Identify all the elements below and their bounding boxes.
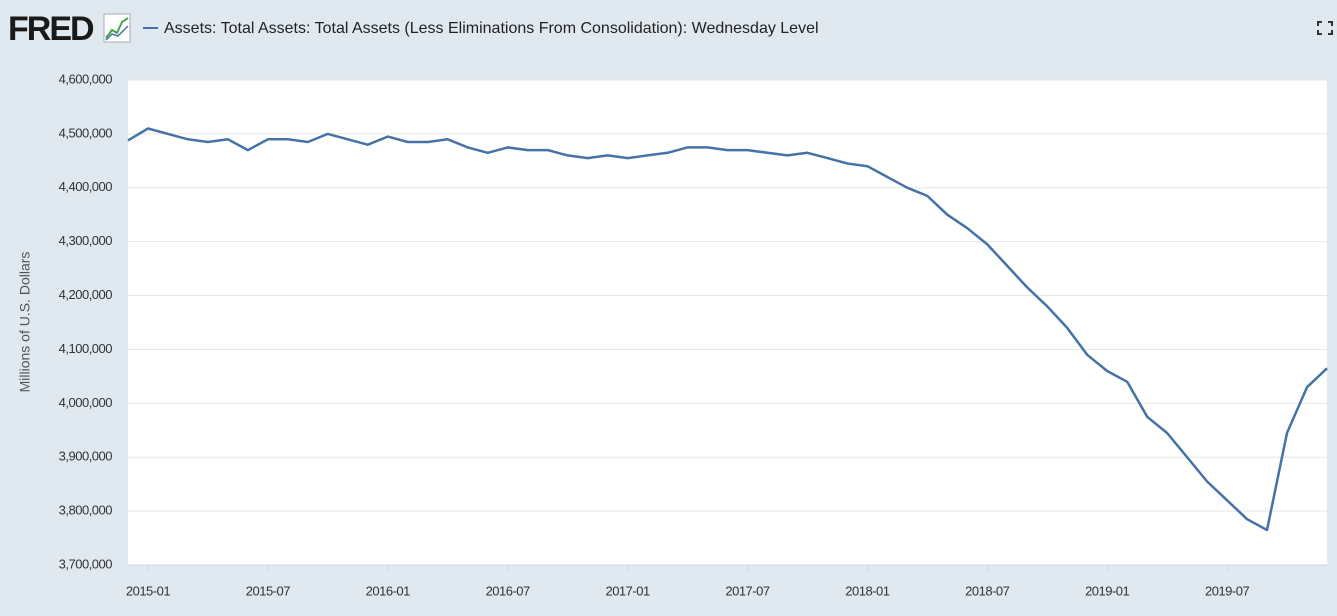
y-tick-label: 4,100,000 (59, 341, 113, 356)
x-tick-label: 2018-07 (965, 583, 1009, 598)
x-tick-label: 2019-01 (1085, 583, 1129, 598)
y-tick-label: 4,600,000 (59, 71, 113, 86)
x-tick-label: 2017-01 (605, 583, 649, 598)
x-tick-label: 2019-07 (1205, 583, 1249, 598)
y-tick-label: 3,700,000 (59, 556, 113, 571)
legend-label: Assets: Total Assets: Total Assets (Less… (164, 20, 819, 37)
series-line (127, 127, 1328, 532)
y-tick-label: 4,300,000 (59, 233, 113, 248)
x-tick-label: 2015-07 (246, 583, 290, 598)
y-axis-label: Millions of U.S. Dollars (17, 252, 33, 393)
y-tick-label: 4,500,000 (59, 125, 113, 140)
logo: FRED (8, 10, 94, 48)
x-tick-label: 2017-07 (725, 583, 769, 598)
x-tick-label: 2018-01 (845, 583, 889, 598)
logo-icon (103, 13, 131, 43)
y-tick-label: 4,200,000 (59, 287, 113, 302)
x-tick-label: 2015-01 (126, 583, 170, 598)
y-tick-label: 4,400,000 (59, 179, 113, 194)
x-tick-label: 2016-07 (486, 583, 530, 598)
plot-area (128, 80, 1327, 565)
y-tick-label: 3,900,000 (59, 449, 113, 464)
y-tick-label: 3,800,000 (59, 503, 113, 518)
y-tick-label: 4,000,000 (59, 395, 113, 410)
x-tick-label: 2016-01 (366, 583, 410, 598)
fullscreen-icon[interactable] (1317, 21, 1333, 35)
